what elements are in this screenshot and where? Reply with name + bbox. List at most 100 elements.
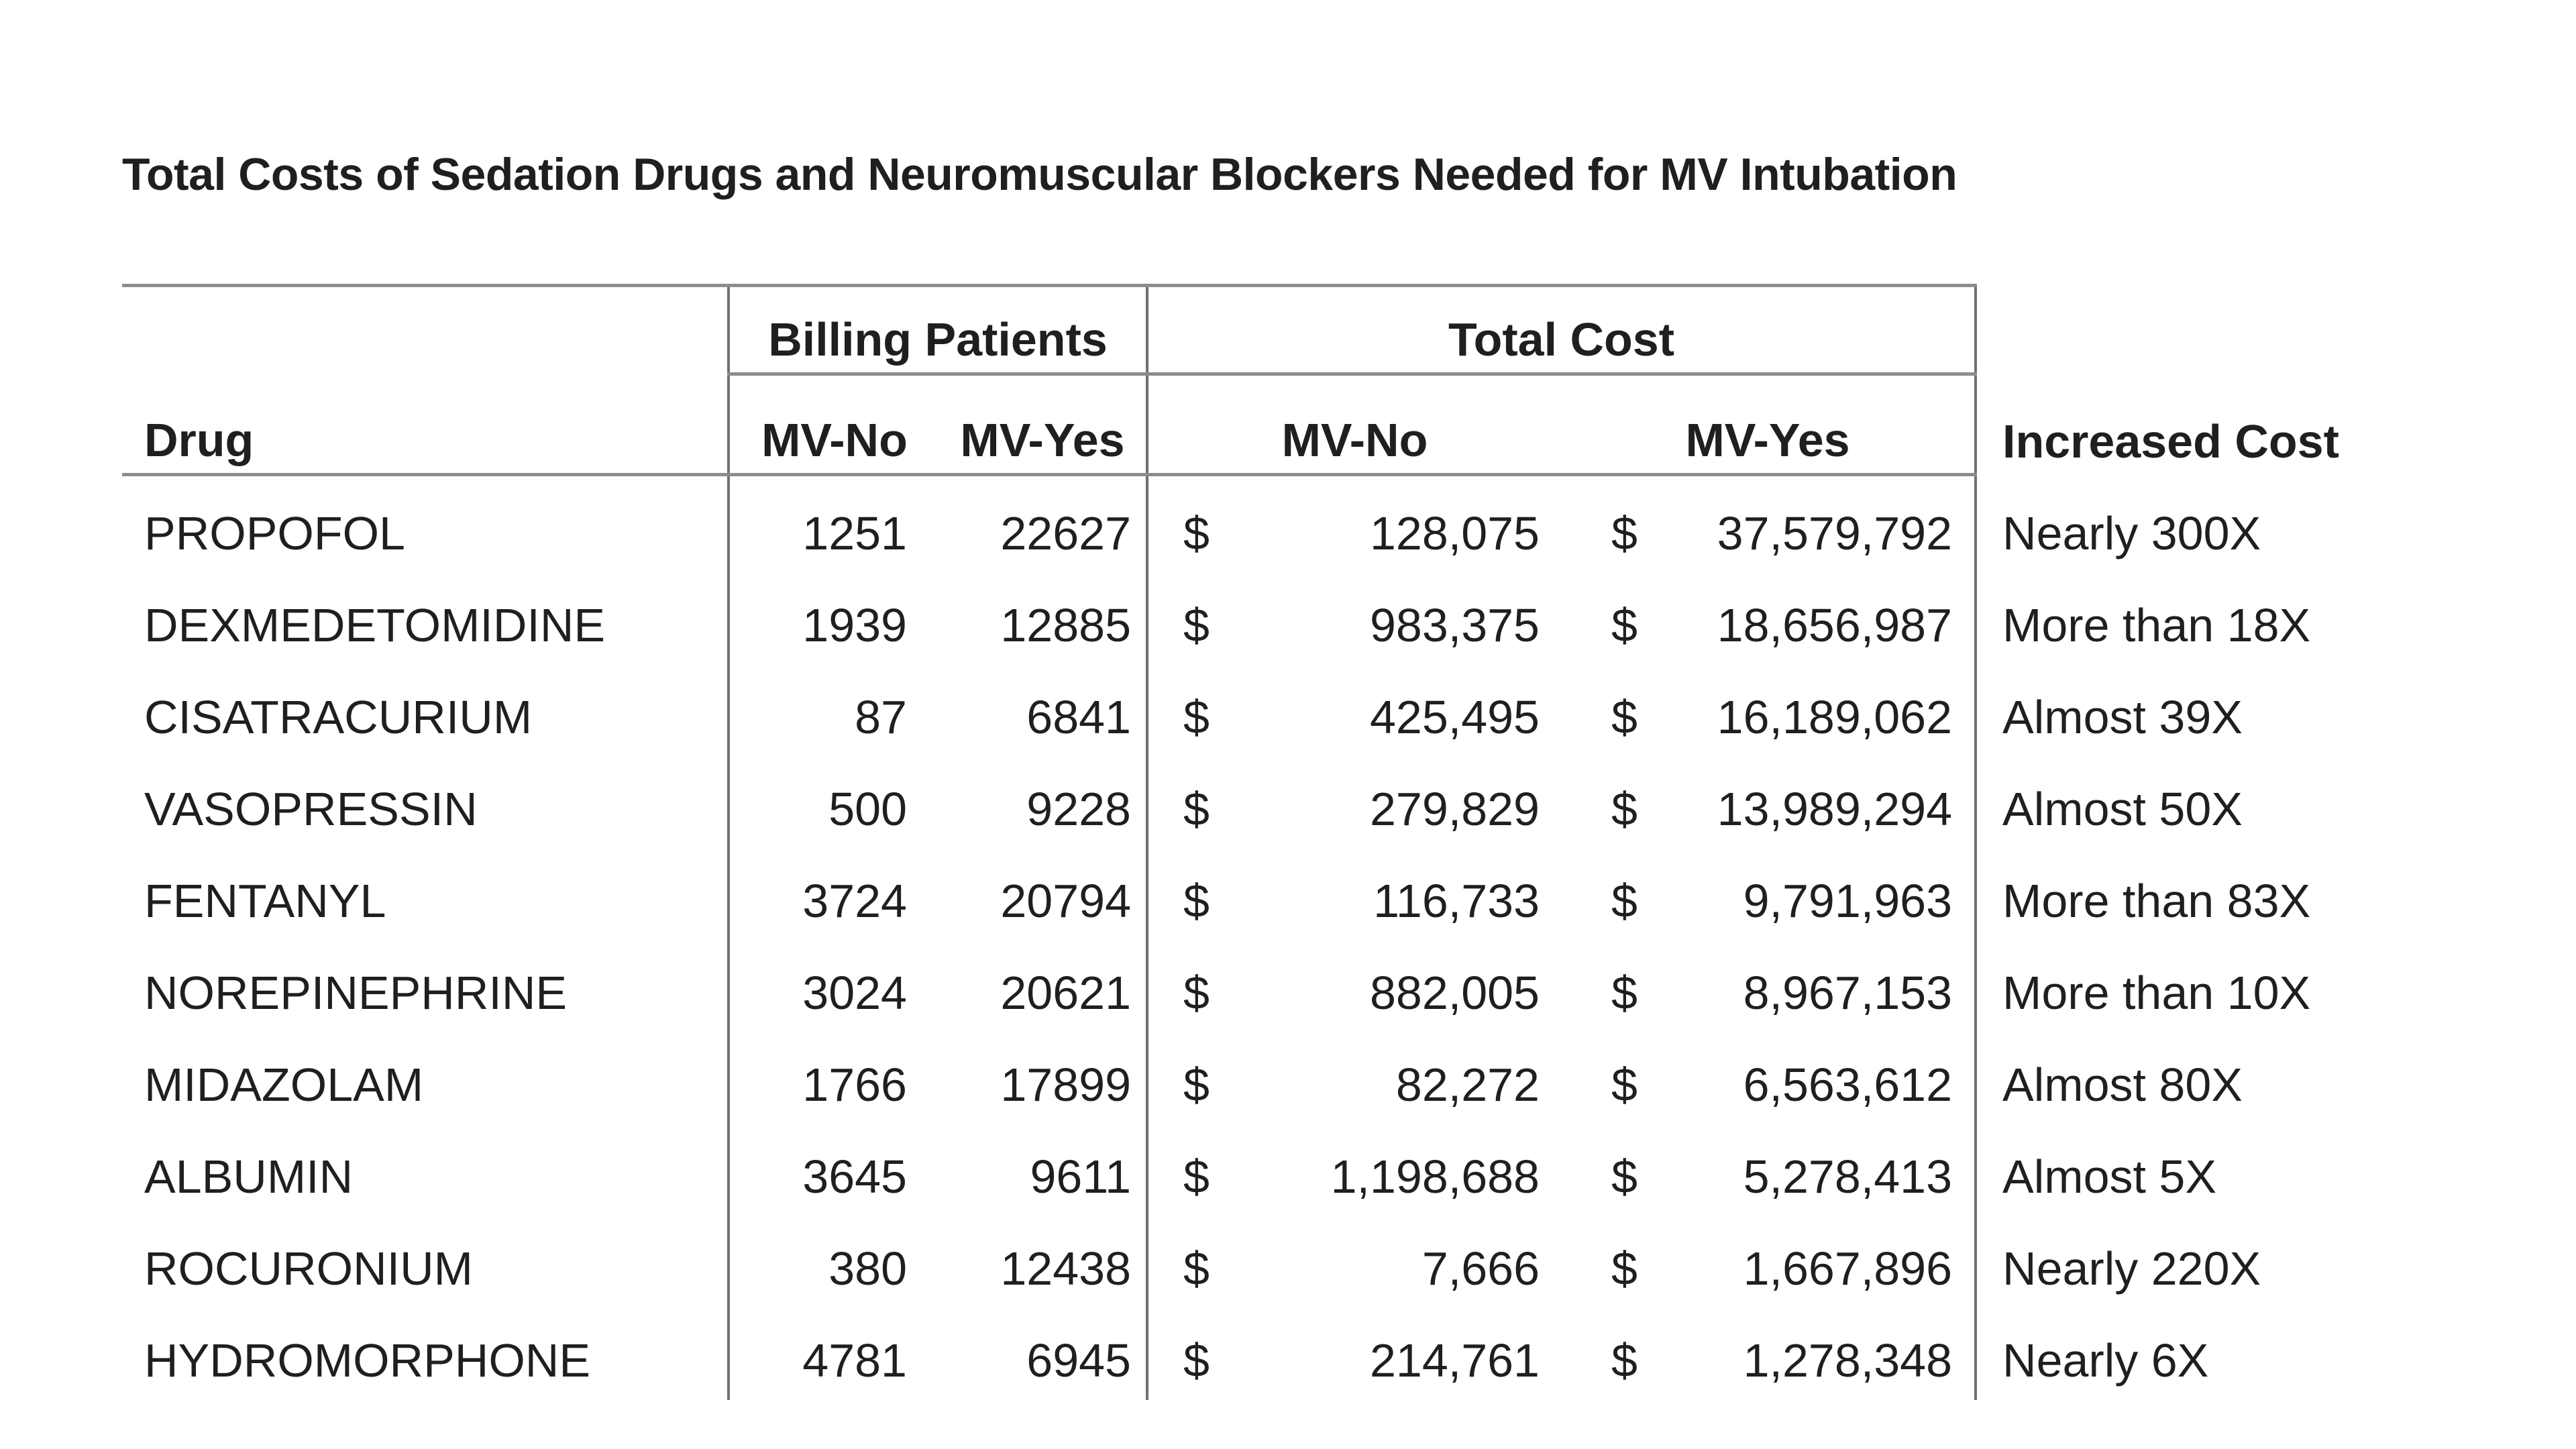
total-cost-mv-yes-cell: $ 13,989,294 xyxy=(1561,750,1978,843)
billing-mv-no-column-header: MV-No xyxy=(729,374,939,476)
column-header-row: Drug MV-No MV-Yes MV-No MV-Yes Increased… xyxy=(122,374,2351,476)
total-cost-mv-yes-amount: 13,989,294 xyxy=(1717,783,1953,836)
total-cost-mv-no-cell: $ 425,495 xyxy=(1147,658,1561,750)
increased-cost-factor-column-header: Increased Cost Factor xyxy=(2002,415,2351,468)
total-cost-mv-no-cell: $ 7,666 xyxy=(1147,1210,1561,1301)
billing-mv-yes-cell: 6945 xyxy=(939,1301,1148,1394)
total-cost-mv-no-cell: $ 214,761 xyxy=(1147,1301,1561,1393)
drug-name-cell: VASOPRESSIN xyxy=(122,750,730,843)
total-cost-mv-no-amount: 983,375 xyxy=(1369,599,1540,652)
dollar-sign: $ xyxy=(1611,1334,1638,1387)
spacer-cell xyxy=(939,1393,1148,1401)
billing-patients-group-header: Billing Patients xyxy=(729,283,1148,376)
drug-name-cell: NOREPINEPHRINE xyxy=(122,934,730,1026)
table-title: Total Costs of Sedation Drugs and Neurom… xyxy=(122,149,1957,200)
dollar-sign: $ xyxy=(1183,691,1210,744)
total-cost-mv-no-cell: $ 128,075 xyxy=(1147,474,1561,566)
table-bottom-cut-row xyxy=(122,1393,2351,1401)
total-cost-mv-no-cell: $ 1,198,688 xyxy=(1147,1118,1561,1210)
total-cost-mv-yes-amount: 18,656,987 xyxy=(1717,599,1953,652)
group-header-row: Billing Patients Total Cost xyxy=(122,283,2351,376)
total-cost-mv-yes-amount: 6,563,612 xyxy=(1743,1059,1953,1112)
total-cost-mv-yes-cell: $ 6,563,612 xyxy=(1561,1026,1978,1118)
billing-mv-yes-column-header: MV-Yes xyxy=(939,374,1148,476)
total-cost-mv-yes-cell: $ 1,278,348 xyxy=(1561,1301,1978,1394)
drug-name-cell: CISATRACURIUM xyxy=(122,658,730,751)
total-cost-mv-no-cell: $ 116,733 xyxy=(1147,842,1561,934)
total-cost-mv-yes-cell: $ 37,579,792 xyxy=(1561,474,1978,567)
table-row: ALBUMIN 3645 9611 $ 1,198,688 $ 5,278,41… xyxy=(122,1118,2351,1210)
billing-mv-yes-cell: 6841 xyxy=(939,658,1148,751)
dollar-sign: $ xyxy=(1611,691,1638,744)
increased-cost-factor-cell: Almost 50X xyxy=(2002,783,2243,836)
billing-mv-yes-cell: 12885 xyxy=(939,566,1148,659)
spacer-cell xyxy=(1561,1393,1978,1401)
total-cost-mv-no-amount: 882,005 xyxy=(1369,967,1540,1020)
drug-name-cell: HYDROMORPHONE xyxy=(122,1301,730,1394)
billing-mv-yes-cell: 20621 xyxy=(939,934,1148,1026)
drug-name-cell: ROCURONIUM xyxy=(122,1210,730,1302)
billing-mv-no-cell: 3724 xyxy=(802,875,907,928)
total-cost-mv-no-cell: $ 882,005 xyxy=(1147,934,1561,1026)
dollar-sign: $ xyxy=(1183,875,1210,928)
drug-name-cell: PROPOFOL xyxy=(122,474,730,567)
total-cost-mv-no-column-header: MV-No xyxy=(1147,374,1561,476)
total-cost-mv-yes-amount: 5,278,413 xyxy=(1743,1150,1953,1203)
increased-cost-factor-cell: Almost 5X xyxy=(2002,1150,2217,1203)
billing-mv-no-cell: 1939 xyxy=(802,599,907,652)
billing-mv-no-cell: 87 xyxy=(855,691,907,744)
dollar-sign: $ xyxy=(1611,1059,1638,1112)
billing-mv-no-cell: 3024 xyxy=(802,967,907,1020)
dollar-sign: $ xyxy=(1611,599,1638,652)
total-cost-mv-no-amount: 128,075 xyxy=(1369,507,1540,560)
billing-mv-no-cell: 4781 xyxy=(802,1334,907,1387)
dollar-sign: $ xyxy=(1183,599,1210,652)
table-row: ROCURONIUM 380 12438 $ 7,666 $ 1,667,896 xyxy=(122,1210,2351,1302)
drug-name-cell: MIDAZOLAM xyxy=(122,1026,730,1118)
increased-cost-factor-cell: More than 83X xyxy=(2002,875,2311,928)
increased-cost-factor-cell: Almost 39X xyxy=(2002,691,2243,744)
billing-mv-no-cell: 3645 xyxy=(802,1150,907,1203)
total-cost-mv-yes-amount: 1,278,348 xyxy=(1743,1334,1953,1387)
total-cost-mv-yes-cell: $ 5,278,413 xyxy=(1561,1118,1978,1210)
total-cost-mv-yes-cell: $ 8,967,153 xyxy=(1561,934,1978,1026)
dollar-sign: $ xyxy=(1611,875,1638,928)
total-cost-mv-no-amount: 116,733 xyxy=(1373,875,1540,928)
increased-cost-factor-cell: Almost 80X xyxy=(2002,1059,2243,1112)
billing-mv-no-cell: 1251 xyxy=(802,507,907,560)
increased-cost-factor-cell: Nearly 6X xyxy=(2002,1334,2209,1387)
increased-cost-factor-cell: More than 18X xyxy=(2002,599,2311,652)
table-row: HYDROMORPHONE 4781 6945 $ 214,761 $ 1,27… xyxy=(122,1301,2351,1394)
dollar-sign: $ xyxy=(1183,1242,1210,1295)
billing-mv-yes-cell: 17899 xyxy=(939,1026,1148,1118)
total-cost-mv-no-amount: 279,829 xyxy=(1369,783,1540,836)
spacer-cell xyxy=(729,1393,939,1400)
table-row: CISATRACURIUM 87 6841 $ 425,495 $ 16,189… xyxy=(122,658,2351,751)
total-cost-mv-yes-amount: 16,189,062 xyxy=(1717,691,1953,744)
billing-mv-yes-cell: 9611 xyxy=(939,1118,1148,1210)
total-cost-mv-yes-amount: 9,791,963 xyxy=(1743,875,1953,928)
spacer-cell xyxy=(122,1393,730,1401)
billing-mv-no-cell: 500 xyxy=(828,783,907,836)
factor-group-header-spacer xyxy=(1976,285,2351,374)
table-row: FENTANYL 3724 20794 $ 116,733 $ 9,791,96… xyxy=(122,842,2351,934)
table-row: NOREPINEPHRINE 3024 20621 $ 882,005 $ 8,… xyxy=(122,934,2351,1026)
drug-group-header-spacer xyxy=(122,283,730,374)
total-cost-mv-yes-amount: 1,667,896 xyxy=(1743,1242,1953,1295)
drug-name-cell: FENTANYL xyxy=(122,842,730,934)
drug-name-cell: ALBUMIN xyxy=(122,1118,730,1210)
billing-mv-yes-cell: 22627 xyxy=(939,474,1148,567)
total-cost-mv-no-amount: 425,495 xyxy=(1369,691,1540,744)
dollar-sign: $ xyxy=(1183,967,1210,1020)
drug-name-cell: DEXMEDETOMIDINE xyxy=(122,566,730,659)
dollar-sign: $ xyxy=(1183,1150,1210,1203)
dollar-sign: $ xyxy=(1183,1334,1210,1387)
total-cost-mv-yes-column-header: MV-Yes xyxy=(1561,374,1978,476)
billing-mv-yes-cell: 12438 xyxy=(939,1210,1148,1302)
dollar-sign: $ xyxy=(1183,783,1210,836)
total-cost-mv-no-cell: $ 279,829 xyxy=(1147,750,1561,842)
total-cost-mv-no-amount: 1,198,688 xyxy=(1330,1150,1540,1203)
billing-mv-no-cell: 380 xyxy=(828,1242,907,1295)
total-cost-mv-no-amount: 82,272 xyxy=(1395,1059,1540,1112)
billing-mv-yes-cell: 20794 xyxy=(939,842,1148,934)
